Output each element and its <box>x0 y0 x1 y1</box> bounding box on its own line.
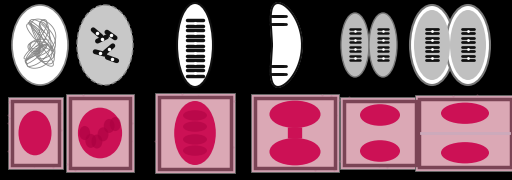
Ellipse shape <box>104 119 115 133</box>
Ellipse shape <box>441 142 489 163</box>
Ellipse shape <box>341 13 369 77</box>
Bar <box>251 94 339 172</box>
Ellipse shape <box>360 104 400 126</box>
Ellipse shape <box>369 13 397 77</box>
Ellipse shape <box>446 5 490 85</box>
Ellipse shape <box>79 126 90 140</box>
Bar <box>255 98 335 168</box>
Ellipse shape <box>177 3 213 87</box>
Ellipse shape <box>414 10 450 80</box>
Ellipse shape <box>269 138 321 165</box>
Ellipse shape <box>92 134 102 148</box>
Ellipse shape <box>77 5 133 85</box>
Bar <box>66 94 134 172</box>
FancyBboxPatch shape <box>288 127 302 139</box>
Bar <box>344 101 416 165</box>
Bar <box>415 95 512 171</box>
Bar <box>159 97 231 169</box>
Ellipse shape <box>78 108 122 158</box>
Bar <box>419 99 511 167</box>
Polygon shape <box>271 3 302 87</box>
Ellipse shape <box>18 111 52 155</box>
Bar <box>11 101 58 165</box>
Bar <box>340 97 420 169</box>
Ellipse shape <box>86 134 96 148</box>
Ellipse shape <box>98 127 109 141</box>
Ellipse shape <box>183 121 207 132</box>
Ellipse shape <box>183 134 207 145</box>
Ellipse shape <box>441 103 489 124</box>
Ellipse shape <box>410 5 454 85</box>
Ellipse shape <box>360 140 400 162</box>
Ellipse shape <box>174 101 216 165</box>
Bar <box>70 98 130 168</box>
Ellipse shape <box>110 117 121 131</box>
Bar <box>8 97 62 169</box>
Ellipse shape <box>269 101 321 128</box>
Ellipse shape <box>183 145 207 156</box>
Ellipse shape <box>183 110 207 121</box>
Bar <box>155 93 235 173</box>
Ellipse shape <box>12 5 68 85</box>
Ellipse shape <box>450 10 486 80</box>
